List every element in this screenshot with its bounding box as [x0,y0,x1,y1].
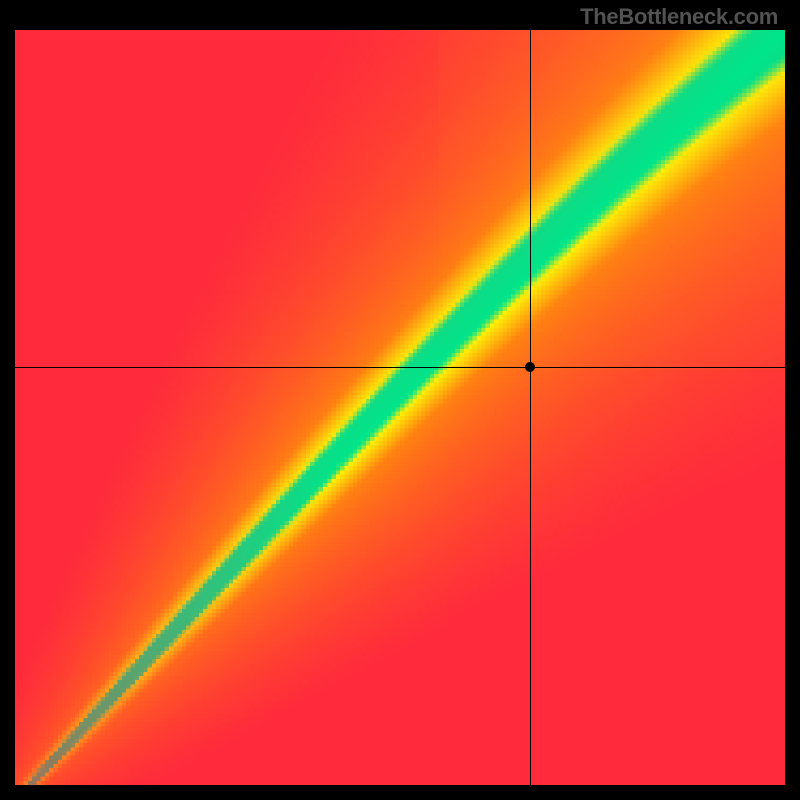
crosshair-vertical [530,30,531,785]
heatmap-canvas [15,30,785,785]
watermark-text: TheBottleneck.com [580,4,778,30]
chart-outer: TheBottleneck.com [0,0,800,800]
crosshair-dot [525,362,535,372]
crosshair-horizontal [15,367,785,368]
heatmap-plot [15,30,785,785]
